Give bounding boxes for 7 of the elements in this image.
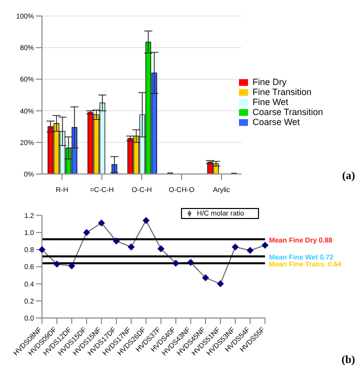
legend-label: Fine Transition <box>252 86 312 97</box>
text: (a) <box>342 170 355 182</box>
legend-label: Fine Wet <box>252 96 288 107</box>
text: (b) <box>342 354 355 366</box>
legend-label: Coarse Wet <box>252 117 300 128</box>
legend-label: Fine Dry <box>252 76 286 87</box>
legend-label: Coarse Transition <box>252 107 323 118</box>
